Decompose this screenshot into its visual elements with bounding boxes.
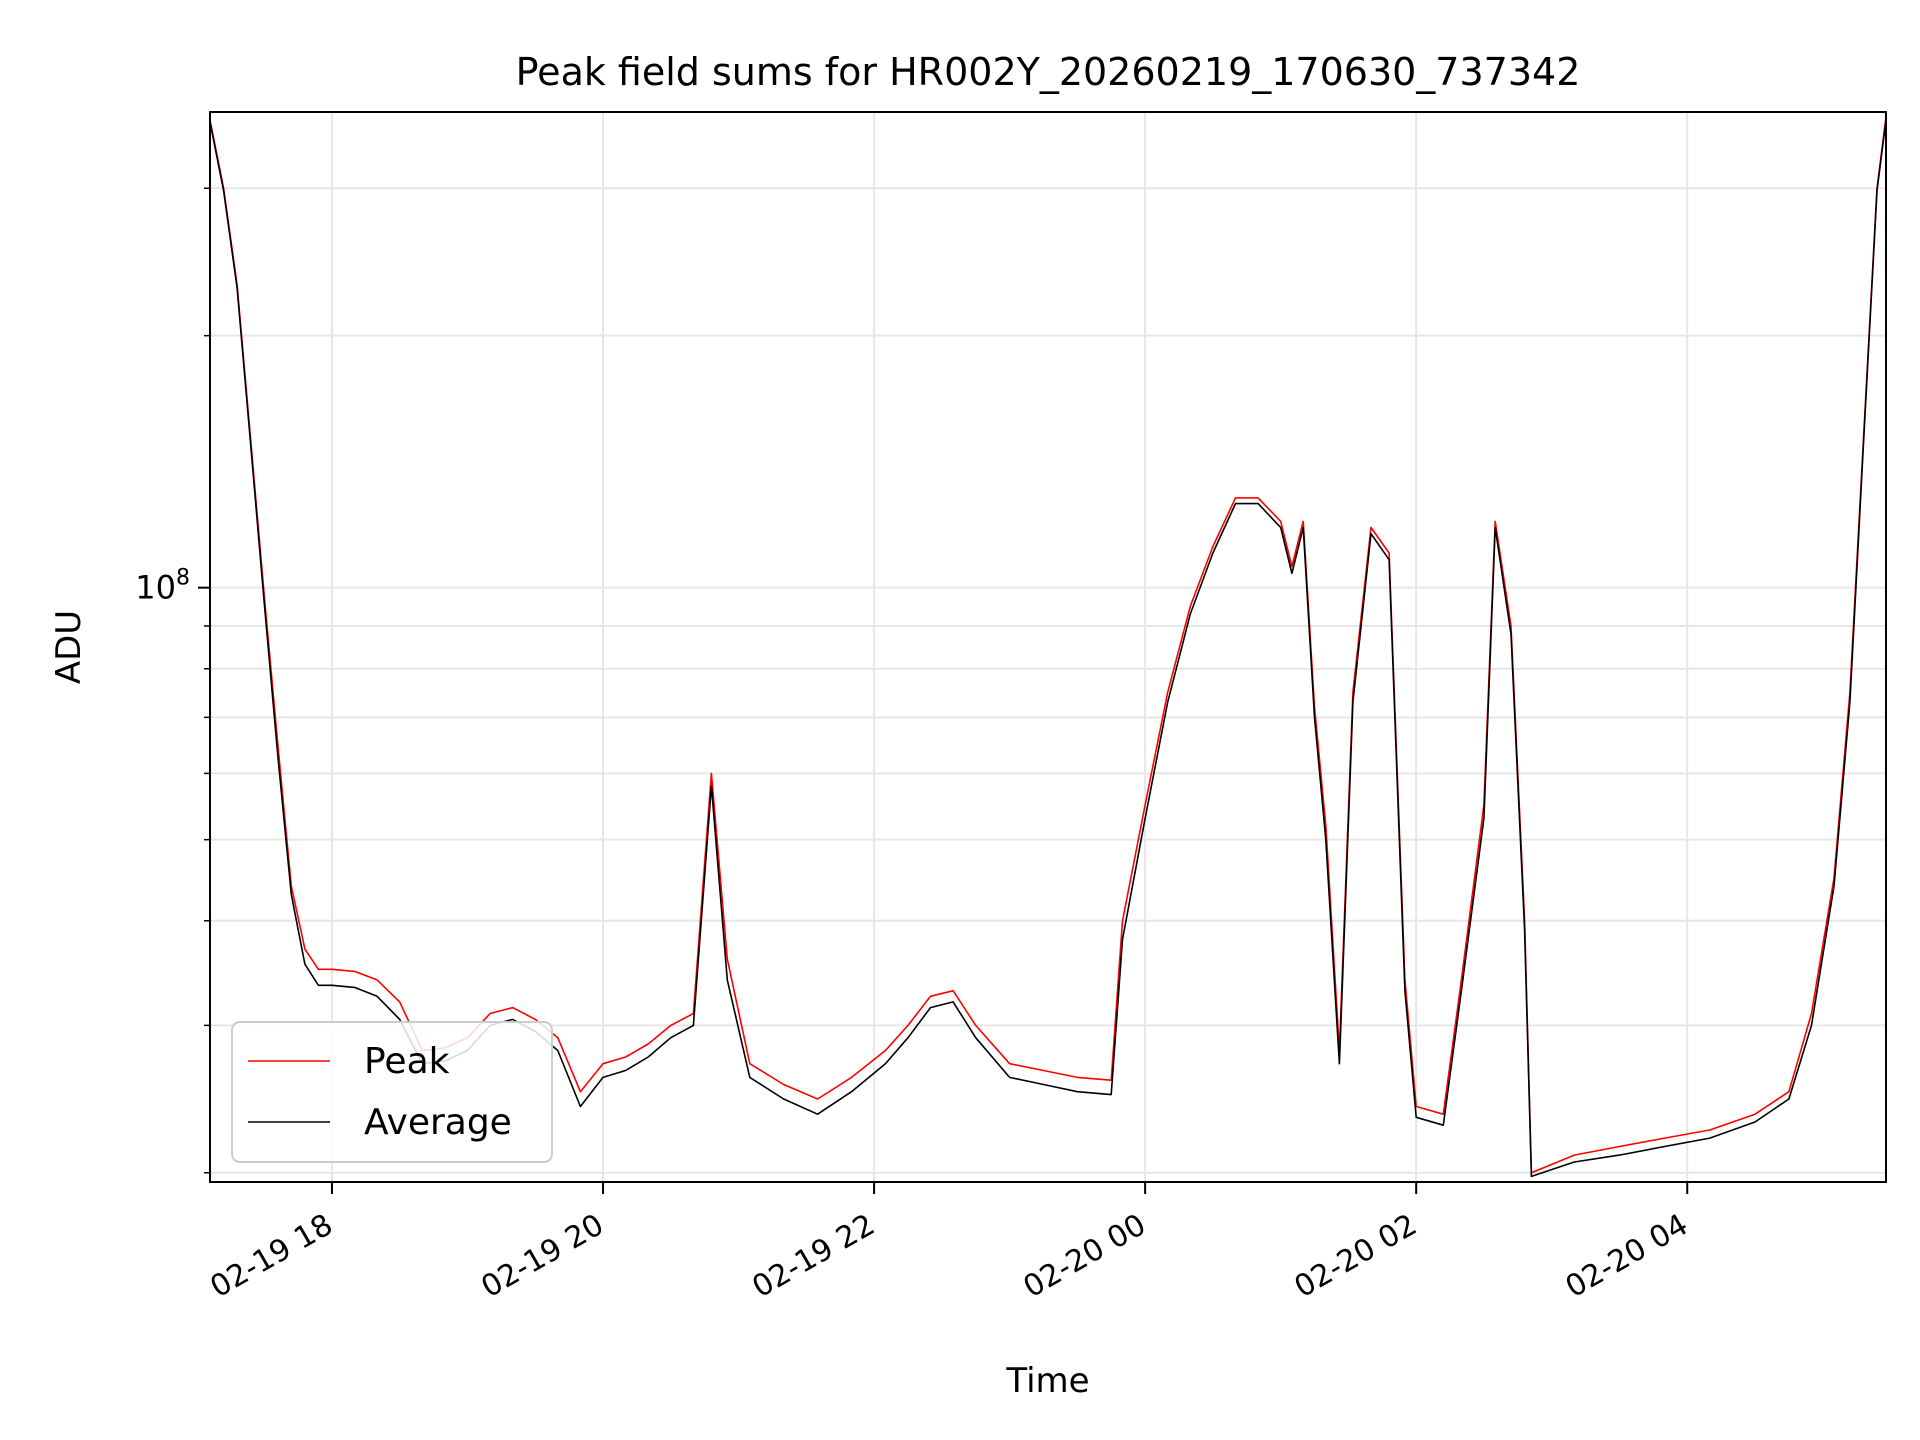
legend-label-peak: Peak [364,1041,450,1082]
chart-title: Peak field sums for HR002Y_20260219_1706… [516,50,1581,94]
x-axis-label: Time [1005,1361,1089,1401]
grid-lines [210,112,1886,1182]
legend: Peak Average [231,1021,553,1163]
y-axis-label: ADU [49,610,89,684]
legend-box [231,1021,553,1163]
plot-frame [209,111,1887,1183]
legend-label-average: Average [364,1102,512,1143]
